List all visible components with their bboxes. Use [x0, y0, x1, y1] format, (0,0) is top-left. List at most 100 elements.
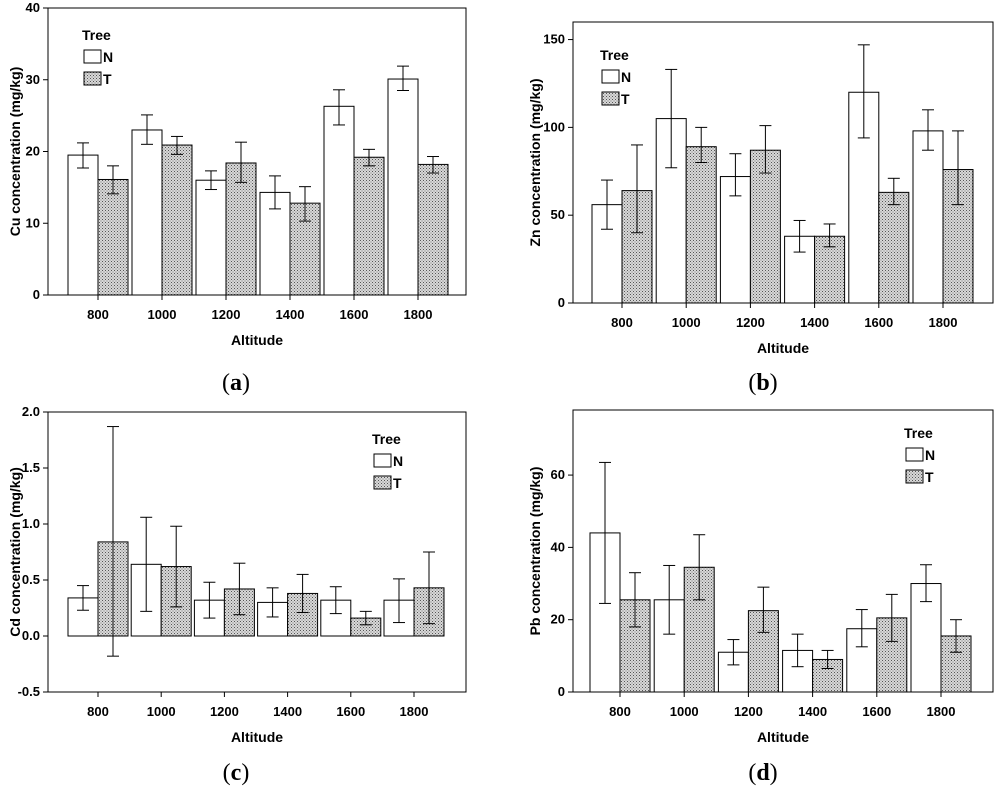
chart-panel-c: -0.5 0.0 0.5 1.0 1.5 2.0 800 1000 1200 1400 1600 18…: [7, 404, 467, 786]
legend-title: Tree: [82, 27, 111, 43]
x-tick-label: 1200: [734, 704, 763, 719]
legend-swatch-n: [905, 447, 924, 462]
legend-label-t: T: [621, 91, 630, 107]
y-tick-label: 0.5: [22, 572, 40, 587]
x-tick-label: 1200: [736, 315, 765, 330]
legend: Tree NT: [904, 425, 935, 485]
y-tick-label: 1.0: [22, 516, 40, 531]
bar-n-1200: [719, 176, 751, 304]
legend-label-n: N: [103, 49, 113, 65]
panel-caption-close: ): [770, 370, 778, 396]
legend: Tree NT: [82, 27, 113, 87]
bar-t-1600: [353, 156, 385, 296]
x-tick-label: 800: [611, 315, 633, 330]
legend-swatch-n: [601, 69, 620, 84]
panel-caption: (c): [223, 760, 250, 786]
legend-label-t: T: [925, 469, 934, 485]
chart-panel-d: 0 20 40 60 800 1000 1200 1400 1600 1800 Altitude Pb…: [527, 409, 994, 786]
panel-caption-open: (: [748, 760, 756, 786]
legend-label-t: T: [103, 71, 112, 87]
panel-caption: (d): [748, 760, 777, 786]
y-tick-label: 60: [551, 467, 565, 482]
legend-title: Tree: [600, 47, 629, 63]
panel-caption-letter: b: [756, 370, 769, 396]
x-axis-label: Altitude: [231, 729, 283, 745]
bar-t-800: [97, 178, 129, 296]
bar-n-1200: [195, 179, 227, 296]
x-tick-label: 1400: [800, 315, 829, 330]
legend-title: Tree: [372, 431, 401, 447]
panel-caption-close: ): [770, 760, 778, 786]
y-tick-label: 50: [551, 207, 565, 222]
x-tick-label: 1000: [147, 704, 176, 719]
x-tick-label: 1000: [672, 315, 701, 330]
bar-t-1200: [225, 162, 257, 296]
x-tick-label: 1400: [798, 704, 827, 719]
y-tick-label: 1.5: [22, 460, 40, 475]
x-tick-label: 1200: [212, 307, 241, 322]
chart-panel-b: 0 50 100 150 800 1000 1200 1400 1600 1800 Altitude…: [527, 21, 994, 396]
bar-n-1600: [846, 628, 878, 693]
y-tick-label: 0.0: [22, 628, 40, 643]
plot-frame: [47, 411, 467, 693]
bar-n-1600: [848, 91, 880, 304]
bar-t-1400: [814, 235, 846, 304]
x-tick-label: 1600: [336, 704, 365, 719]
x-axis-label: Altitude: [231, 332, 283, 348]
y-axis-label: Pb concentration (mg/kg): [527, 467, 543, 636]
y-axis-label: Cd concentration (mg/kg): [7, 467, 23, 637]
legend: Tree NT: [600, 47, 631, 107]
x-tick-label: 1000: [148, 307, 177, 322]
x-axis-label: Altitude: [757, 340, 809, 356]
x-tick-label: 1600: [864, 315, 893, 330]
y-tick-label: 0: [558, 295, 565, 310]
y-tick-label: -0.5: [18, 684, 40, 699]
legend-label-t: T: [393, 475, 402, 491]
x-tick-label: 800: [87, 307, 109, 322]
panel-caption-letter: d: [756, 760, 770, 786]
x-tick-label: 1800: [927, 704, 956, 719]
y-tick-label: 0: [558, 684, 565, 699]
x-tick-label: 800: [609, 704, 631, 719]
plot-frame: [572, 21, 994, 304]
bar-t-1000: [161, 144, 193, 296]
panel-caption-letter: c: [231, 760, 242, 786]
bar-n-1800: [912, 130, 944, 304]
x-tick-label: 1200: [210, 704, 239, 719]
x-tick-label: 1800: [404, 307, 433, 322]
panel-caption-letter: a: [230, 370, 242, 396]
bar-t-1600: [878, 191, 910, 304]
x-tick-label: 1600: [862, 704, 891, 719]
legend-label-n: N: [393, 453, 403, 469]
bar-t-1800: [417, 163, 449, 296]
legend-label-n: N: [925, 447, 935, 463]
y-tick-label: 0: [33, 287, 40, 302]
y-tick-label: 100: [543, 119, 565, 134]
bar-n-1000: [131, 129, 163, 296]
panel-caption: (a): [222, 370, 250, 396]
x-tick-label: 1000: [670, 704, 699, 719]
panel-caption-open: (: [223, 760, 231, 786]
y-tick-label: 40: [26, 0, 40, 15]
legend-swatch-n: [373, 453, 392, 468]
bar-t-1000: [685, 146, 717, 304]
x-tick-label: 1400: [273, 704, 302, 719]
chart-panel-a: 0 10 20 30 40 800 1000 1200 1400 1600 1800 Altitude…: [7, 0, 467, 396]
y-tick-label: 2.0: [22, 404, 40, 419]
legend: Tree NT: [372, 431, 403, 491]
legend-title: Tree: [904, 425, 933, 441]
legend-swatch-n: [83, 49, 102, 64]
x-tick-label: 800: [87, 704, 109, 719]
y-tick-label: 20: [551, 612, 565, 627]
legend-label-n: N: [621, 69, 631, 85]
panel-caption-close: ): [241, 760, 249, 786]
x-tick-label: 1800: [400, 704, 429, 719]
y-tick-label: 10: [26, 215, 40, 230]
bar-n-1400: [259, 191, 291, 296]
legend-swatch-t: [905, 469, 924, 484]
x-tick-label: 1600: [340, 307, 369, 322]
legend-swatch-t: [83, 71, 102, 86]
bar-n-1600: [323, 105, 355, 296]
x-tick-label: 1800: [929, 315, 958, 330]
legend-swatch-t: [601, 91, 620, 106]
